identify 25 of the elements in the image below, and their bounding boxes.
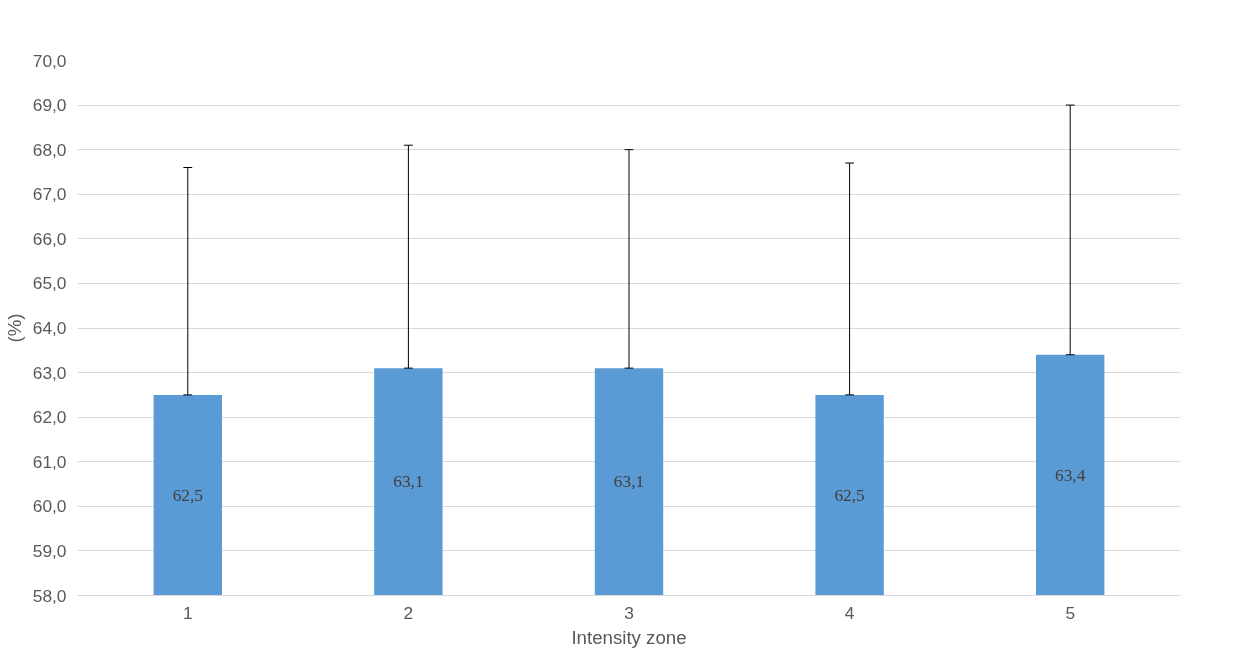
y-tick-label: 59,0	[32, 540, 67, 561]
data-label: 63,1	[393, 472, 424, 492]
y-tick-label: 70,0	[32, 50, 67, 71]
y-tick-label: 69,0	[32, 95, 67, 116]
data-label: 62,5	[834, 485, 865, 505]
y-tick-label: 64,0	[32, 318, 67, 338]
y-tick-label: 66,0	[32, 228, 67, 249]
x-tick-label: 1	[182, 602, 193, 623]
data-label: 63,1	[613, 472, 645, 492]
y-tick-label: 65,0	[32, 273, 67, 294]
x-tick-label: 3	[624, 602, 634, 623]
y-axis-title: (%)	[3, 313, 25, 343]
x-axis-title: Intensity zone	[571, 626, 687, 648]
y-tick-label: 67,0	[32, 184, 67, 205]
y-tick-label: 58,0	[32, 585, 67, 606]
y-tick-label: 63,0	[32, 362, 67, 383]
y-tick-label: 60,0	[32, 496, 67, 517]
data-label: 63,4	[1055, 465, 1086, 485]
y-tick-label: 68,0	[32, 139, 67, 160]
data-label: 62,5	[172, 485, 203, 505]
x-tick-label: 5	[1065, 602, 1076, 623]
y-tick-label: 61,0	[32, 451, 67, 472]
y-tick-label: 62,0	[32, 407, 67, 428]
x-tick-label: 2	[403, 602, 414, 623]
x-tick-label: 4	[844, 602, 855, 623]
